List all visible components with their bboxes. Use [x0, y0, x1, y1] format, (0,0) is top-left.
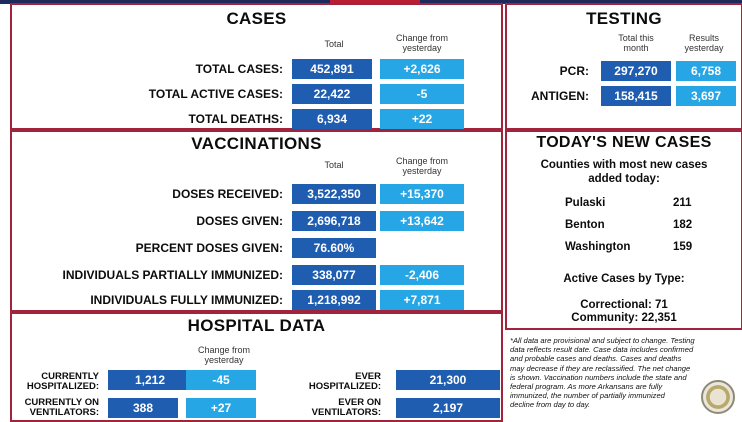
- total-cases-value: 452,891: [292, 59, 372, 79]
- currently-hospitalized-label-2: HOSPITALIZED:: [26, 381, 99, 392]
- active-by-type-heading: Active Cases by Type:: [563, 273, 685, 285]
- county-count-2: 182: [673, 219, 693, 231]
- vacc-col-total: Total: [324, 160, 344, 170]
- currently-hospitalized-change: -45: [186, 370, 256, 390]
- fully-immunized-label: INDIVIDUALS FULLY IMMUNIZED:: [90, 293, 283, 307]
- footnote-line-8: decline from day to day.: [510, 400, 591, 410]
- county-name-1: Pulaski: [565, 197, 606, 209]
- county-name-3: Washington: [565, 241, 631, 253]
- correctional-count: Correctional: 71: [580, 299, 668, 311]
- fully-immunized-change: +7,871: [380, 290, 464, 310]
- currently-hospitalized-label-1: CURRENTLY: [41, 371, 99, 382]
- hospital-col-change: Change from yesterday: [197, 345, 251, 365]
- county-count-1: 211: [673, 197, 692, 209]
- testing-title: TESTING: [586, 9, 662, 28]
- footnote: *All data are provisional and subject to…: [510, 336, 740, 410]
- percent-doses-value: 76.60%: [292, 238, 376, 258]
- total-cases-change: +2,626: [380, 59, 464, 79]
- ever-ventilators-label-2: VENTILATORS:: [311, 407, 381, 418]
- currently-ventilators-label-1: CURRENTLY ON: [24, 397, 99, 408]
- footnote-line-6: federal program. As more Arkansans are f…: [510, 382, 663, 392]
- new-cases-subtitle-2: added today:: [588, 173, 660, 185]
- ever-hospitalized-value: 21,300: [396, 370, 500, 390]
- footnote-line-4: may decrease if they are reclassified. T…: [510, 363, 691, 373]
- new-cases-title: TODAY'S NEW CASES: [536, 134, 712, 151]
- new-cases-panel: TODAY'S NEW CASES Counties with most new…: [505, 130, 742, 330]
- ever-ventilators-value: 2,197: [396, 398, 500, 418]
- doses-received-label: DOSES RECEIVED:: [172, 187, 283, 201]
- testing-panel: TESTING Total this month Results yesterd…: [505, 3, 742, 130]
- new-cases-subtitle-1: Counties with most new cases: [540, 159, 708, 171]
- currently-hospitalized-value: 1,212: [108, 370, 192, 390]
- doses-given-value: 2,696,718: [292, 211, 376, 231]
- ever-hospitalized-label-1: EVER: [355, 371, 381, 382]
- fully-immunized-value: 1,218,992: [292, 290, 376, 310]
- community-count: Community: 22,351: [571, 312, 677, 324]
- antigen-total: 158,415: [601, 86, 671, 106]
- ever-hospitalized-label-2: HOSPITALIZED:: [308, 381, 381, 392]
- footnote-line-2: data reflects result date. Case data inc…: [510, 345, 694, 355]
- hospital-title: HOSPITAL DATA: [187, 316, 326, 335]
- vacc-col-change: Change from yesterday: [395, 156, 449, 176]
- total-deaths-value: 6,934: [292, 109, 372, 129]
- vaccinations-panel: VACCINATIONS Total Change from yesterday…: [10, 130, 503, 312]
- doses-received-value: 3,522,350: [292, 184, 376, 204]
- county-name-2: Benton: [565, 219, 605, 231]
- ever-ventilators-label-1: EVER ON: [338, 397, 381, 408]
- cases-col-total: Total: [324, 39, 344, 49]
- total-deaths-change: +22: [380, 109, 464, 129]
- cases-title: CASES: [226, 9, 287, 28]
- currently-ventilators-change: +27: [186, 398, 256, 418]
- pcr-total: 297,270: [601, 61, 671, 81]
- partially-immunized-change: -2,406: [380, 265, 464, 285]
- doses-given-label: DOSES GIVEN:: [196, 214, 283, 228]
- antigen-results: 3,697: [676, 86, 736, 106]
- footnote-line-5: is shown. Vaccination numbers include th…: [510, 372, 687, 382]
- county-count-3: 159: [673, 241, 693, 253]
- testing-col-total: Total this month: [618, 33, 654, 53]
- active-cases-value: 22,422: [292, 84, 372, 104]
- doses-given-change: +13,642: [380, 211, 464, 231]
- vaccinations-title: VACCINATIONS: [191, 134, 322, 153]
- partially-immunized-label: INDIVIDUALS PARTIALLY IMMUNIZED:: [62, 268, 283, 282]
- total-cases-label: TOTAL CASES:: [195, 62, 283, 76]
- hospital-panel: HOSPITAL DATA Change from yesterday CURR…: [10, 312, 503, 422]
- footnote-line-3: and probable cases and deaths. Cases and…: [510, 354, 682, 364]
- percent-doses-label: PERCENT DOSES GIVEN:: [135, 241, 283, 255]
- doses-received-change: +15,370: [380, 184, 464, 204]
- cases-col-change: Change from yesterday: [395, 33, 449, 53]
- currently-ventilators-label-2: VENTILATORS:: [29, 407, 99, 418]
- partially-immunized-value: 338,077: [292, 265, 376, 285]
- pcr-results: 6,758: [676, 61, 736, 81]
- footnote-line-7: immunized, the number of partially immun…: [510, 391, 665, 401]
- active-cases-change: -5: [380, 84, 464, 104]
- top-banner-accent: [330, 0, 420, 4]
- active-cases-label: TOTAL ACTIVE CASES:: [148, 87, 283, 101]
- total-deaths-label: TOTAL DEATHS:: [188, 112, 283, 126]
- testing-col-results: Results yesterday: [684, 33, 724, 53]
- cases-panel: CASES Total Change from yesterday TOTAL …: [10, 3, 503, 130]
- state-seal-icon: [701, 380, 735, 414]
- currently-ventilators-value: 388: [108, 398, 178, 418]
- pcr-label: PCR:: [559, 64, 589, 78]
- antigen-label: ANTIGEN:: [531, 89, 589, 103]
- footnote-line-1: *All data are provisional and subject to…: [510, 336, 695, 345]
